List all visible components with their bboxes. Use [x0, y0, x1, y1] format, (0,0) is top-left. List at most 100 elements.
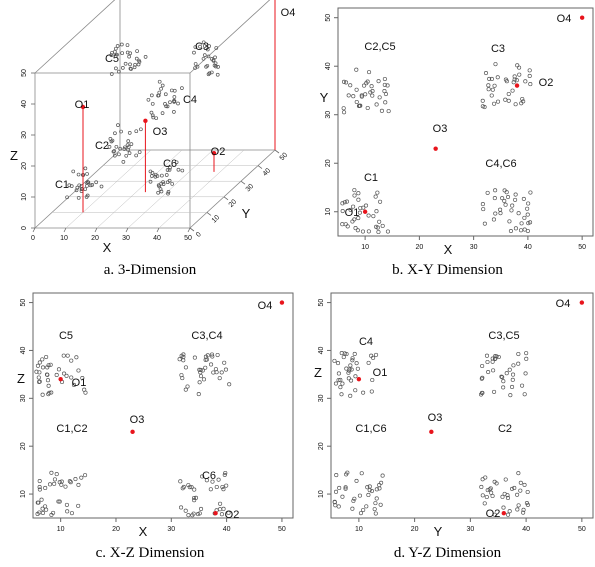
- cluster-point: [355, 228, 360, 233]
- cluster-point: [151, 115, 156, 120]
- cluster-point: [36, 500, 41, 505]
- cluster-point: [347, 367, 352, 372]
- cluster-point: [500, 375, 505, 380]
- cluster-point: [340, 494, 345, 499]
- cluster-point: [365, 105, 370, 111]
- x-tick-label: 50: [184, 235, 192, 242]
- cluster-point: [383, 100, 388, 105]
- cluster-point: [193, 495, 199, 500]
- cluster-point: [366, 213, 371, 218]
- outlier-label: O1: [345, 207, 360, 219]
- cluster-point: [176, 101, 180, 106]
- cluster-point: [44, 372, 50, 377]
- cluster-point: [40, 392, 45, 397]
- cluster-point: [167, 167, 172, 172]
- cluster-point: [111, 149, 116, 154]
- y-tick-label: 40: [262, 167, 273, 178]
- chart-3d: 0 10 20 30 40 50 0102030405001020304050XYZC1C2…: [10, 0, 295, 255]
- cluster-point: [517, 72, 522, 77]
- cluster-point: [210, 479, 215, 484]
- cluster-point: [492, 83, 497, 88]
- cluster-point: [204, 478, 209, 483]
- cluster-point: [507, 509, 512, 514]
- y-tick-label: 30: [245, 183, 256, 194]
- cluster-point: [153, 174, 158, 179]
- x-tick-mark: [94, 227, 98, 233]
- cluster-point: [172, 99, 177, 103]
- cluster-point: [193, 62, 198, 66]
- cluster-point: [519, 101, 524, 106]
- x-tick-mark: [156, 227, 160, 233]
- cluster-point: [362, 83, 367, 88]
- panel-xy: 10 20 30 40 50 10 20 30 40 50 X Y C1 C2,C5 C3 C4,C6 O1 O2…: [300, 0, 595, 285]
- cluster-point: [356, 216, 361, 221]
- cluster-label: C4: [359, 336, 373, 348]
- cluster-point: [485, 488, 490, 493]
- cluster-point: [341, 106, 346, 111]
- cluster-point: [352, 217, 357, 222]
- cluster-point: [369, 353, 374, 358]
- cluster-point: [348, 378, 354, 383]
- cluster-point: [223, 470, 228, 476]
- x-tick-label: 30: [167, 526, 175, 533]
- cluster-point: [40, 506, 45, 511]
- cluster-point: [196, 392, 201, 397]
- cluster-point: [159, 86, 163, 91]
- x-tick-label: 10: [361, 244, 369, 251]
- cluster-point: [505, 512, 511, 517]
- cluster-point: [352, 193, 357, 198]
- y-axis-label: Y: [320, 90, 329, 105]
- cluster-point: [508, 393, 513, 398]
- cluster-point: [76, 368, 81, 373]
- z-tick-label: 40: [21, 100, 28, 108]
- cluster-point: [483, 71, 489, 76]
- cluster-point: [482, 501, 487, 506]
- cluster-point: [344, 199, 349, 204]
- cluster-point: [157, 184, 162, 189]
- cluster-point: [503, 202, 508, 207]
- cluster-point: [502, 188, 507, 193]
- x-tick-label: 30: [466, 526, 474, 533]
- cluster-point: [163, 92, 168, 97]
- panel-xz: 10 20 30 40 50 10 20 30 40 50 X Z C5 C3,C4 C1,C2 C6 O1 O2…: [0, 285, 300, 567]
- cluster-point: [506, 91, 511, 97]
- cluster-point: [211, 58, 216, 63]
- cluster-point: [342, 200, 347, 205]
- cluster-point: [344, 351, 349, 357]
- z-tick-label: 30: [21, 131, 28, 139]
- cluster-point: [126, 139, 131, 143]
- cluster-point: [493, 356, 498, 361]
- cluster-point: [507, 219, 512, 224]
- y-tick-label: 50: [20, 299, 27, 307]
- cluster-point: [127, 131, 132, 135]
- cluster-point: [489, 76, 494, 82]
- cluster-point: [85, 193, 90, 198]
- cluster-point: [71, 169, 76, 174]
- cluster-point: [479, 376, 484, 381]
- cluster-point: [513, 226, 518, 231]
- cluster-point: [369, 488, 375, 494]
- cluster-label: C6: [202, 470, 216, 482]
- cluster-point: [340, 201, 345, 206]
- cluster-point: [59, 482, 64, 487]
- box-edge: [34, 0, 116, 74]
- floor-grid-line: [65, 149, 152, 229]
- cluster-point: [369, 84, 374, 89]
- y-tick-label: 50: [325, 14, 332, 22]
- cluster-point: [49, 470, 54, 475]
- cluster-label: C4,C6: [485, 158, 516, 170]
- cluster-label: C2: [95, 140, 109, 152]
- cluster-point: [359, 93, 364, 98]
- box-edge: [189, 0, 271, 74]
- cluster-point: [486, 83, 491, 88]
- cluster-point: [528, 82, 533, 87]
- cluster-point: [214, 484, 219, 490]
- y-tick-mark: [223, 196, 229, 201]
- cluster-point: [54, 372, 59, 378]
- cluster-point: [125, 143, 130, 147]
- cluster-point: [348, 83, 353, 88]
- x-axis-label: X: [444, 242, 453, 257]
- cluster-point: [115, 52, 119, 57]
- cluster-point: [374, 487, 379, 492]
- cluster-point: [493, 354, 498, 359]
